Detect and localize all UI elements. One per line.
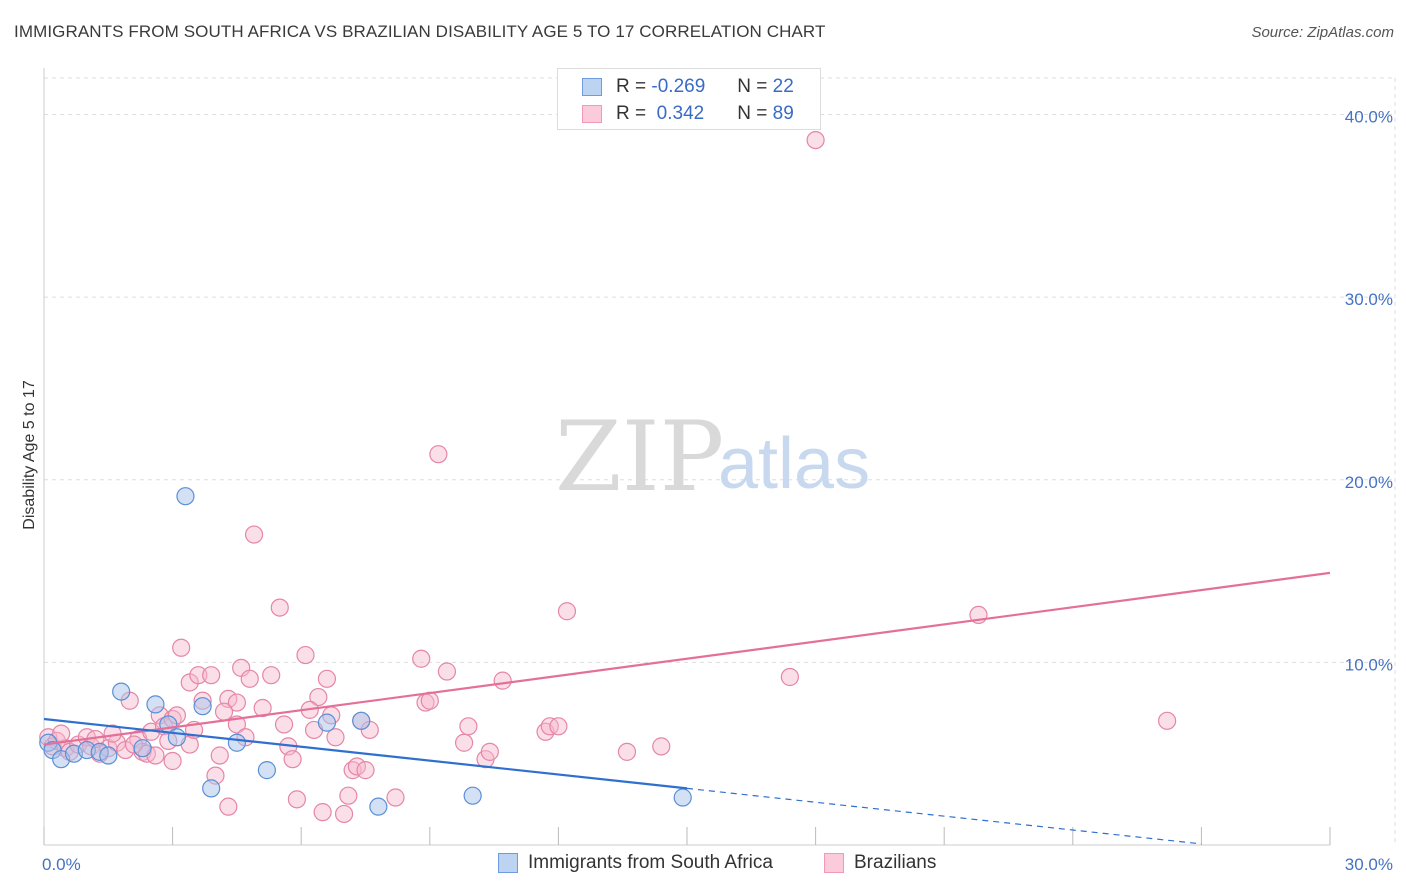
legend-n-label: N = xyxy=(737,103,768,124)
south-africa-point xyxy=(193,697,212,716)
brazilians-point xyxy=(219,797,238,816)
brazilians-point xyxy=(437,662,457,681)
chart-title: IMMIGRANTS FROM SOUTH AFRICA VS BRAZILIA… xyxy=(14,22,826,41)
brazilians-point xyxy=(549,717,568,736)
brazilians-point xyxy=(652,737,671,756)
south-africa-point xyxy=(352,711,371,730)
x-tick-label: 30.0% xyxy=(1345,855,1393,874)
brazilians-point xyxy=(262,666,281,685)
bottom-legend-label-brazilians: Brazilians xyxy=(854,852,937,873)
bottom-legend-brazilians: Brazilians xyxy=(824,852,936,874)
south-africa-point xyxy=(167,728,186,747)
y-tick-label: 20.0% xyxy=(1345,473,1393,492)
brazilians-point xyxy=(617,742,637,761)
bottom-legend-swatch-pink xyxy=(824,853,844,873)
legend-n-value: 89 xyxy=(772,103,794,124)
brazilians-point xyxy=(240,669,259,688)
brazilians-point xyxy=(412,649,431,668)
south-africa-point xyxy=(227,733,246,752)
brazilians-point xyxy=(806,130,825,150)
brazilians-point xyxy=(557,602,577,621)
y-tick-labels: 10.0% 20.0% 30.0% 40.0% xyxy=(1345,108,1393,675)
brazilians-point xyxy=(1158,711,1177,730)
brazilians-point xyxy=(317,669,337,688)
south-africa-point xyxy=(146,695,165,714)
y-tick-label: 40.0% xyxy=(1345,108,1393,127)
legend-r-label: R = xyxy=(616,76,647,97)
brazilians-point xyxy=(283,750,302,769)
brazilians-point xyxy=(339,786,358,805)
brazilians-point xyxy=(202,666,221,685)
watermark: ZIP atlas xyxy=(555,401,870,513)
brazilians-point xyxy=(386,788,405,807)
south-africa-point xyxy=(133,739,152,758)
brazilians-point xyxy=(214,702,234,721)
legend-n-value: 22 xyxy=(772,76,794,97)
legend-swatch-pink xyxy=(582,105,602,123)
brazilians-point xyxy=(163,751,182,771)
y-tick-label: 10.0% xyxy=(1345,655,1393,674)
trend-line-south-africa-extrapolated xyxy=(686,787,1202,845)
legend-swatch-blue xyxy=(582,78,602,96)
south-africa-point xyxy=(176,487,195,506)
watermark-zip: ZIP xyxy=(555,401,724,513)
trend-line-south-africa xyxy=(43,717,688,790)
brazilians-point xyxy=(313,803,332,822)
brazilians-point xyxy=(253,698,272,718)
brazilians-point xyxy=(480,742,499,761)
south-africa-point xyxy=(463,786,482,805)
brazilians-point xyxy=(189,666,208,685)
legend-row-south-africa: R = -0.269 N = 22 xyxy=(582,75,794,99)
bottom-legend-swatch-blue xyxy=(498,853,518,873)
south-africa-point xyxy=(112,682,131,701)
axes xyxy=(43,68,1331,846)
brazilians-point xyxy=(459,717,478,736)
watermark-atlas: atlas xyxy=(718,424,870,504)
brazilians-point xyxy=(326,728,345,747)
brazilians-point xyxy=(227,693,246,712)
south-africa-point xyxy=(257,761,277,780)
legend-n-label: N = xyxy=(737,76,768,97)
south-africa-point xyxy=(369,797,388,816)
trend-lines xyxy=(43,571,1331,845)
legend-r-label: R = xyxy=(616,103,647,124)
brazilians-point xyxy=(454,733,474,752)
brazilians-point xyxy=(210,746,229,765)
brazilians-point xyxy=(172,638,191,657)
legend-r-value: 0.342 xyxy=(651,103,705,124)
south-africa-point xyxy=(317,713,337,732)
source-label: Source: ZipAtlas.com xyxy=(1251,24,1394,41)
south-africa-point xyxy=(99,746,118,765)
brazilians-point xyxy=(270,598,289,617)
brazilians-point xyxy=(309,687,328,707)
brazilians-point xyxy=(429,445,448,464)
series-brazilians xyxy=(39,130,1177,824)
brazilians-point xyxy=(334,804,354,824)
stats-legend: R = -0.269 N = 22 R = 0.342 N = 89 xyxy=(557,68,821,130)
brazilians-point xyxy=(274,715,294,734)
brazilians-point xyxy=(356,761,375,780)
brazilians-point xyxy=(296,645,315,665)
brazilians-point xyxy=(780,667,799,687)
x-tick-labels: 0.0% 30.0% xyxy=(42,855,1393,874)
south-africa-point xyxy=(673,788,692,807)
trend-line-brazilians xyxy=(43,571,1331,746)
y-axis-label: Disability Age 5 to 17 xyxy=(21,380,38,530)
brazilians-point xyxy=(244,525,264,544)
bottom-legend-south-africa: Immigrants from South Africa xyxy=(498,852,773,874)
x-tick-label: 0.0% xyxy=(42,855,81,874)
bottom-legend-label-south-africa: Immigrants from South Africa xyxy=(528,852,773,873)
brazilians-point xyxy=(287,790,307,809)
y-tick-label: 30.0% xyxy=(1345,290,1393,309)
brazilians-point xyxy=(493,671,512,690)
south-africa-point xyxy=(202,779,221,798)
legend-r-value: -0.269 xyxy=(651,76,706,97)
legend-row-brazilians: R = 0.342 N = 89 xyxy=(582,102,794,126)
